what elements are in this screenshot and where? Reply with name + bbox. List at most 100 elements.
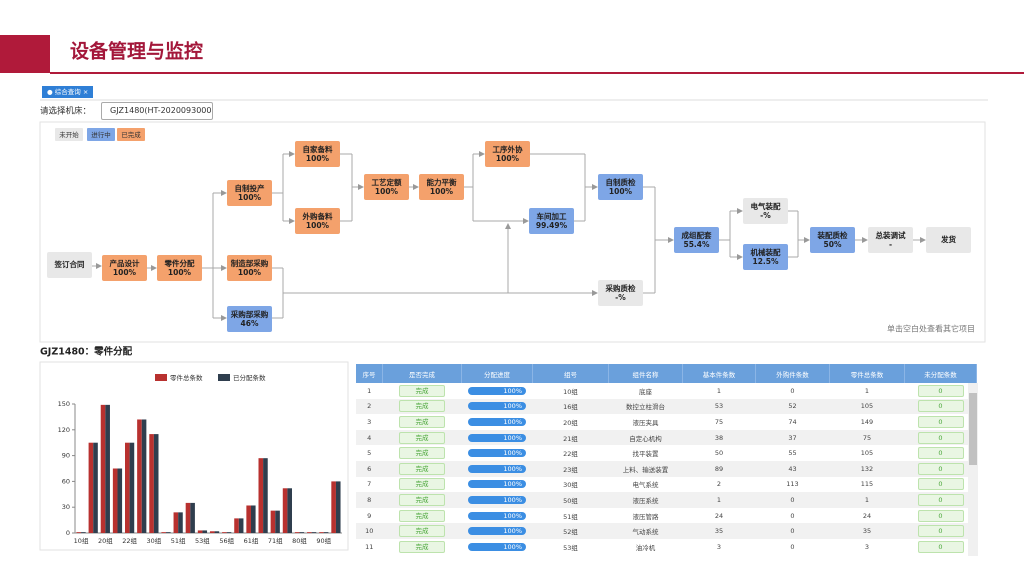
legend-label: 已分配条数 bbox=[233, 373, 266, 382]
status-badge: 完成 bbox=[399, 400, 445, 413]
table-body: 1 完成 100% 10组 底座 1 0 1 0 2 完成 100% 16组 数控立柱滑台 53 52 105 0… bbox=[356, 383, 977, 555]
node-value: 100% bbox=[168, 268, 192, 277]
x-tick-label: 30组 bbox=[146, 536, 161, 545]
table-cell: 0 bbox=[905, 383, 977, 399]
bar bbox=[294, 532, 300, 533]
selector-label: 请选择机床： bbox=[40, 106, 91, 117]
y-tick-label: 150 bbox=[58, 400, 70, 408]
table-row: 10 完成 100% 52组 气动系统 35 0 35 0 bbox=[356, 523, 977, 539]
table-cell: 3 bbox=[367, 417, 372, 426]
progress-bar: 100% bbox=[468, 480, 526, 489]
node-label: 自家备料 bbox=[303, 144, 333, 154]
table-cell: 100% bbox=[462, 383, 533, 399]
status-badge: 完成 bbox=[399, 447, 445, 460]
status-badge: 完成 bbox=[399, 384, 445, 397]
table-cell: 0 bbox=[790, 511, 795, 520]
status-badge: 0 bbox=[917, 525, 964, 538]
bar bbox=[112, 468, 118, 533]
flow-node bbox=[598, 280, 643, 306]
table-cell: 20组 bbox=[563, 418, 578, 427]
flow-hint: 单击空白处查看其它项目 bbox=[887, 324, 975, 334]
node-label: 采购质检 bbox=[605, 283, 636, 293]
machine-select[interactable]: GJZ1480(HT-2020093000 bbox=[101, 102, 213, 120]
bar bbox=[100, 404, 106, 533]
scrollbar[interactable] bbox=[968, 383, 978, 556]
table-cell: 30组 bbox=[563, 481, 578, 490]
table-cell: 完成 bbox=[382, 429, 462, 446]
node-value: 99.49% bbox=[536, 221, 568, 230]
bar bbox=[141, 419, 147, 533]
bar bbox=[93, 442, 98, 533]
status-badge: 0 bbox=[917, 493, 964, 506]
status-badge: 完成 bbox=[399, 431, 445, 444]
node-label: 工艺定额 bbox=[372, 177, 402, 187]
bar bbox=[287, 488, 292, 533]
tab[interactable]: ● 综合查询 × bbox=[42, 86, 94, 98]
table-cell: 113 bbox=[786, 480, 799, 489]
bar bbox=[307, 532, 312, 533]
column-header: 是否完成 bbox=[382, 364, 462, 383]
table-cell: 3 bbox=[716, 542, 722, 551]
bar bbox=[137, 419, 142, 533]
table-cell: 0 bbox=[905, 445, 977, 461]
status-badge: 完成 bbox=[399, 525, 445, 538]
flow-node bbox=[227, 255, 272, 281]
bar bbox=[263, 458, 268, 533]
node-label: 产品设计 bbox=[110, 258, 140, 268]
x-tick-label: 22组 bbox=[122, 536, 137, 545]
status-badge: 完成 bbox=[399, 478, 445, 491]
page-title: 设备管理与监控 bbox=[70, 40, 203, 63]
node-label: 总装调试 bbox=[876, 230, 906, 240]
table-cell: 液压系统 bbox=[608, 492, 683, 508]
bar bbox=[258, 458, 264, 533]
table-cell: 完成 bbox=[383, 445, 462, 461]
column-header: 未分配条数 bbox=[904, 364, 977, 383]
node-value: 100% bbox=[375, 187, 399, 196]
column-header: 外购件条数 bbox=[755, 364, 830, 383]
table-cell: 51组 bbox=[563, 512, 578, 521]
progress-bar: 100% bbox=[468, 417, 526, 426]
table-cell: 完成 bbox=[383, 383, 462, 399]
table-row: 4 完成 100% 21组 自定心机构 38 37 75 0 bbox=[356, 429, 977, 446]
status-badge: 0 bbox=[917, 400, 964, 413]
bar bbox=[76, 532, 82, 533]
node-value: 100% bbox=[306, 221, 330, 230]
table-cell: 0 bbox=[790, 542, 795, 551]
flow-node bbox=[810, 227, 855, 253]
status-badge: 0 bbox=[917, 431, 964, 444]
progress-bar: 100% bbox=[468, 464, 526, 473]
scroll-thumb[interactable] bbox=[969, 393, 977, 465]
node-label: 自制投产 bbox=[235, 183, 265, 193]
progress-bar: 100% bbox=[468, 527, 526, 536]
node-value: - bbox=[889, 240, 892, 249]
node-value: 100% bbox=[496, 154, 520, 163]
bar bbox=[270, 510, 276, 533]
legend-swatch bbox=[117, 128, 145, 141]
table-cell: 0 bbox=[904, 523, 977, 539]
table-cell: 105 bbox=[829, 398, 905, 415]
node-label: 工序外协 bbox=[493, 144, 523, 154]
table-cell: 液压管路 bbox=[632, 512, 659, 521]
table-cell: 149 bbox=[860, 417, 874, 426]
tab-close[interactable]: × bbox=[82, 88, 89, 96]
table-cell: 0 bbox=[904, 460, 977, 477]
bar bbox=[275, 510, 280, 533]
table-cell: 50 bbox=[714, 449, 724, 458]
flow-node bbox=[364, 174, 409, 200]
bar bbox=[238, 518, 244, 533]
progress-bar: 100% bbox=[468, 433, 526, 442]
status-badge: 完成 bbox=[399, 415, 445, 428]
table-cell: 完成 bbox=[383, 414, 462, 430]
y-tick-label: 120 bbox=[58, 426, 70, 434]
table-cell: 1 bbox=[829, 492, 905, 508]
flow-node bbox=[485, 141, 530, 167]
table-cell: 100% bbox=[461, 460, 533, 477]
flow-node bbox=[102, 255, 147, 281]
column-header: 组号 bbox=[532, 364, 609, 383]
legend-swatch bbox=[87, 128, 115, 141]
progress-bar: 100% bbox=[468, 511, 526, 520]
bar bbox=[282, 488, 288, 533]
legend-label: 已完成 bbox=[121, 130, 141, 139]
table-row: 3 完成 100% 20组 液压夹具 75 74 149 0 bbox=[356, 414, 977, 430]
flow-node bbox=[227, 306, 272, 332]
